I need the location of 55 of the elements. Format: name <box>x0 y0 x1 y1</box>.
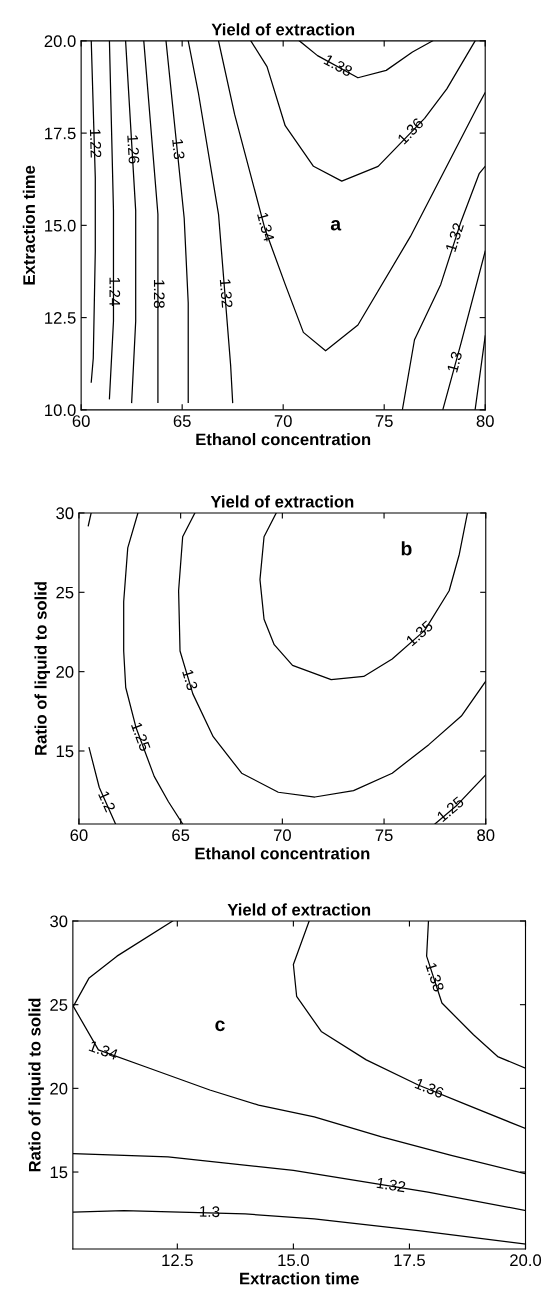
x-tick-label: 80 <box>476 415 494 427</box>
text: 1.3 <box>172 138 185 160</box>
chart-title: Yield of extraction <box>211 23 355 36</box>
x-tick-label: 65 <box>172 829 190 842</box>
y-tick-label: 30 <box>56 507 74 520</box>
text: 1.3 <box>446 350 463 373</box>
y-tick-label: 25 <box>50 999 68 1011</box>
text: 1.36 <box>414 1077 445 1099</box>
y-axis-title: Ratio of liquid to solid <box>28 998 44 1172</box>
text: 1.22 <box>89 129 102 158</box>
x-axis-title: Ethanol concentration <box>196 433 371 446</box>
y-tick-label: 15 <box>50 1166 68 1179</box>
text: 1.34 <box>257 212 275 243</box>
x-tick-label: 70 <box>274 415 292 427</box>
text: 1.3 <box>182 669 199 691</box>
x-tick-label: 65 <box>173 415 191 427</box>
y-tick-label: 20 <box>50 1082 68 1095</box>
x-tick-label: 15.0 <box>278 1254 309 1267</box>
annotation: b <box>401 541 412 556</box>
text: 1.32 <box>219 279 233 308</box>
y-tick-label: 15 <box>56 745 74 758</box>
x-tick-label: 12.5 <box>162 1254 193 1267</box>
y-tick-label: 17.5 <box>45 127 76 140</box>
text: 1.32 <box>445 222 465 253</box>
text: 1.34 <box>88 1040 119 1061</box>
x-tick-label: 70 <box>273 829 291 842</box>
y-tick-label: 12.5 <box>45 312 76 324</box>
text: 1.32 <box>376 1177 406 1193</box>
text: 1.38 <box>425 962 445 993</box>
text: 1.2 <box>98 790 116 813</box>
annotation: a <box>330 219 342 231</box>
y-tick-label: 30 <box>50 915 68 928</box>
x-tick-label: 60 <box>70 829 88 842</box>
annotation: c <box>215 1020 225 1032</box>
chart-title: Yield of extraction <box>210 495 354 508</box>
y-tick-label: 20 <box>56 666 74 678</box>
text: 1.25 <box>130 721 151 752</box>
x-tick-label: 75 <box>375 829 393 842</box>
y-tick-label: 10.0 <box>45 404 76 417</box>
text: 1.38 <box>323 54 354 77</box>
x-tick-label: 17.5 <box>394 1254 425 1267</box>
x-axis-title: Ethanol concentration <box>195 847 370 860</box>
x-tick-label: 75 <box>375 415 393 427</box>
y-axis-title: Extraction time <box>22 165 35 285</box>
x-tick-label: 60 <box>72 415 90 427</box>
text: 1.28 <box>153 280 165 309</box>
y-tick-label: 15.0 <box>45 219 76 232</box>
y-axis-title: Ratio of liquid to solid <box>34 582 50 755</box>
chart-title: Yield of extraction <box>227 903 371 916</box>
x-axis-title: Extraction time <box>240 1272 359 1285</box>
y-tick-label: 25 <box>56 586 74 599</box>
x-tick-label: 80 <box>477 829 495 842</box>
text: 1.26 <box>127 135 140 164</box>
y-tick-label: 20.0 <box>44 35 76 48</box>
x-tick-label: 20.0 <box>510 1254 542 1267</box>
